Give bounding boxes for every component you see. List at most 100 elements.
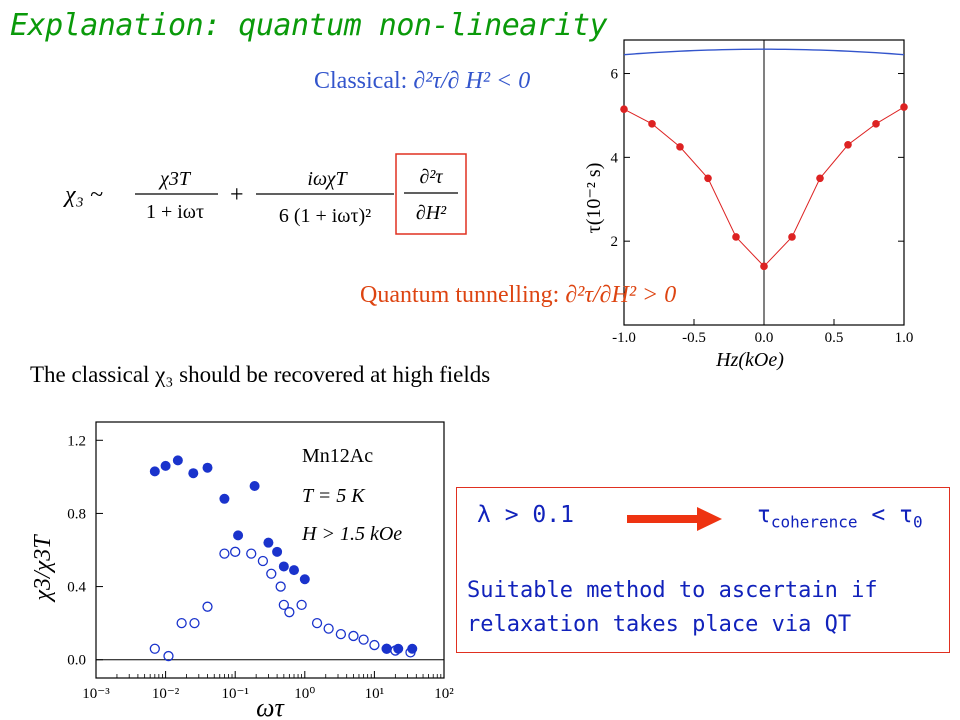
method-line-1: Suitable method to ascertain if: [467, 578, 878, 603]
open-data-point: [278, 599, 289, 611]
classical-condition: Classical: ∂²τ/∂ H² < 0: [314, 68, 530, 95]
tunnelling-data-point: [900, 103, 908, 111]
open-data-point: [311, 617, 323, 629]
classical-recovery-statement: The classical χ₃ should be recovered at …: [30, 362, 491, 387]
chi-x-tick-label: 10⁰: [294, 686, 315, 702]
filled-data-point: [219, 493, 230, 504]
open-data-point: [257, 555, 269, 567]
term2-denominator: 6 (1 + iωτ)²: [279, 205, 371, 227]
chi-x-tick-label: 10¹: [365, 686, 385, 702]
chi-plot-frame: [95, 421, 445, 679]
tau-y-tick-label: 2: [611, 234, 619, 250]
tau-x-tick-label: -1.0: [612, 330, 636, 346]
chi-x-tick-label: 10⁻¹: [221, 686, 248, 702]
filled-data-point: [381, 643, 392, 654]
chi-x-tick-label: 10²: [434, 686, 454, 702]
boxed-denominator: ∂H²: [416, 202, 447, 224]
method-statement: Suitable method to ascertain if relaxati…: [467, 574, 947, 642]
filled-data-point: [149, 466, 160, 477]
filled-data-point: [188, 468, 199, 479]
filled-data-point: [263, 537, 274, 548]
chi-y-tick-label: 0.8: [67, 506, 86, 522]
open-data-point: [219, 548, 230, 559]
open-data-point: [405, 647, 416, 658]
tau0-symbol: τ: [899, 502, 913, 528]
lambda-condition: λ > 0.1: [477, 502, 574, 528]
plus-sign: +: [230, 182, 244, 208]
tau-xlabel: Hz(kOe): [715, 349, 784, 371]
chi3-ratio-plot: 10⁻³ 10⁻² 10⁻¹ 10⁰ 10¹ 10² 0.0 0.4 0.8 1.2 Mn12Ac…: [30, 421, 454, 720]
open-data-point: [230, 546, 241, 557]
chi3-formula: χ₃ ~ χ3T 1 + iωτ + iωχT 6 (1 + iωτ)² ∂²τ…: [63, 153, 467, 235]
qt-prefix: Quantum tunnelling:: [360, 282, 566, 308]
tau-x-tick-label: 1.0: [895, 330, 914, 346]
right-arrow-icon: [627, 507, 722, 531]
annotation-temperature: T = 5 K: [302, 485, 366, 507]
tau-ylabel: τ(10⁻² s): [583, 163, 605, 234]
open-data-point: [163, 650, 174, 662]
chi-x-tick-label: 10⁻²: [152, 686, 180, 702]
tau-x-tick-label: 0.0: [755, 330, 774, 346]
open-data-point: [202, 601, 213, 612]
open-data-point: [348, 630, 359, 642]
tunnelling-data-point: [760, 262, 768, 271]
filled-data-point: [272, 546, 283, 557]
term1-denominator: 1 + iωτ: [146, 201, 204, 223]
open-data-point: [176, 617, 187, 629]
method-line-2: relaxation takes place via QT: [467, 612, 852, 637]
coherence-subscript: coherence: [770, 512, 858, 532]
open-data-point: [149, 643, 160, 654]
open-data-point: [335, 628, 347, 640]
tunnelling-data-point: [788, 233, 796, 241]
classical-prefix: Classical:: [314, 68, 414, 94]
tau-y-tick-label: 6: [611, 67, 619, 83]
filled-data-point: [393, 643, 404, 654]
open-data-point: [390, 645, 401, 656]
zero-subscript: 0: [912, 512, 923, 532]
tunnelling-data-point: [704, 174, 712, 183]
filled-data-point: [233, 530, 244, 541]
qt-expression: ∂²τ/∂H² > 0: [565, 282, 677, 308]
chi-y-tick-label: 0.4: [67, 580, 86, 596]
filled-data-point: [299, 574, 310, 585]
chi-xlabel: ωτ: [256, 693, 285, 720]
term1-numerator: χ3T: [158, 168, 192, 190]
filled-data-point: [249, 481, 260, 491]
tunnelling-data-point: [816, 174, 824, 183]
filled-data-point: [202, 462, 213, 473]
open-data-point: [323, 623, 334, 634]
open-data-point: [266, 568, 277, 579]
filled-data-point: [289, 565, 300, 576]
open-data-point: [296, 599, 307, 611]
coherence-time-condition: τcoherence < τ0: [757, 502, 923, 532]
boxed-numerator: ∂²τ: [419, 166, 443, 188]
conclusion-box: λ > 0.1 τcoherence < τ0 Suitable method …: [456, 487, 950, 653]
tunnelling-data-point: [648, 120, 656, 128]
quantum-tunnelling-condition: Quantum tunnelling: ∂²τ/∂H² > 0: [360, 282, 676, 309]
term2-numerator: iωχT: [307, 168, 348, 190]
chi-y-tick-label: 1.2: [67, 433, 86, 449]
filled-data-point: [278, 561, 289, 572]
open-data-point: [246, 548, 257, 559]
open-data-point: [358, 634, 369, 645]
tau-x-tick-label: -0.5: [682, 330, 706, 346]
open-data-point: [369, 639, 380, 651]
slide-title: Explanation: quantum non-linearity: [10, 8, 608, 43]
tau-x-tick-label: 0.5: [825, 330, 844, 346]
tau-symbol: τ: [757, 502, 771, 528]
chi-ylabel: χ3/χ3T: [30, 534, 56, 603]
classical-expression: ∂²τ/∂ H² < 0: [413, 68, 531, 94]
classical-curve: [623, 48, 905, 56]
tunnelling-data-point: [844, 140, 852, 149]
open-data-point: [275, 581, 286, 592]
annotation-field: H > 1.5 kOe: [301, 523, 402, 545]
tunnelling-data-point: [732, 233, 740, 241]
chi-x-tick-label: 10⁻³: [82, 686, 110, 702]
filled-data-point: [160, 460, 171, 471]
filled-data-point: [172, 455, 183, 466]
tau-y-tick-label: 4: [611, 150, 619, 166]
open-data-point: [284, 607, 295, 618]
highlight-box: [395, 153, 467, 235]
formula-lhs: χ₃ ~: [63, 182, 103, 208]
tunnelling-data-point: [620, 105, 628, 113]
